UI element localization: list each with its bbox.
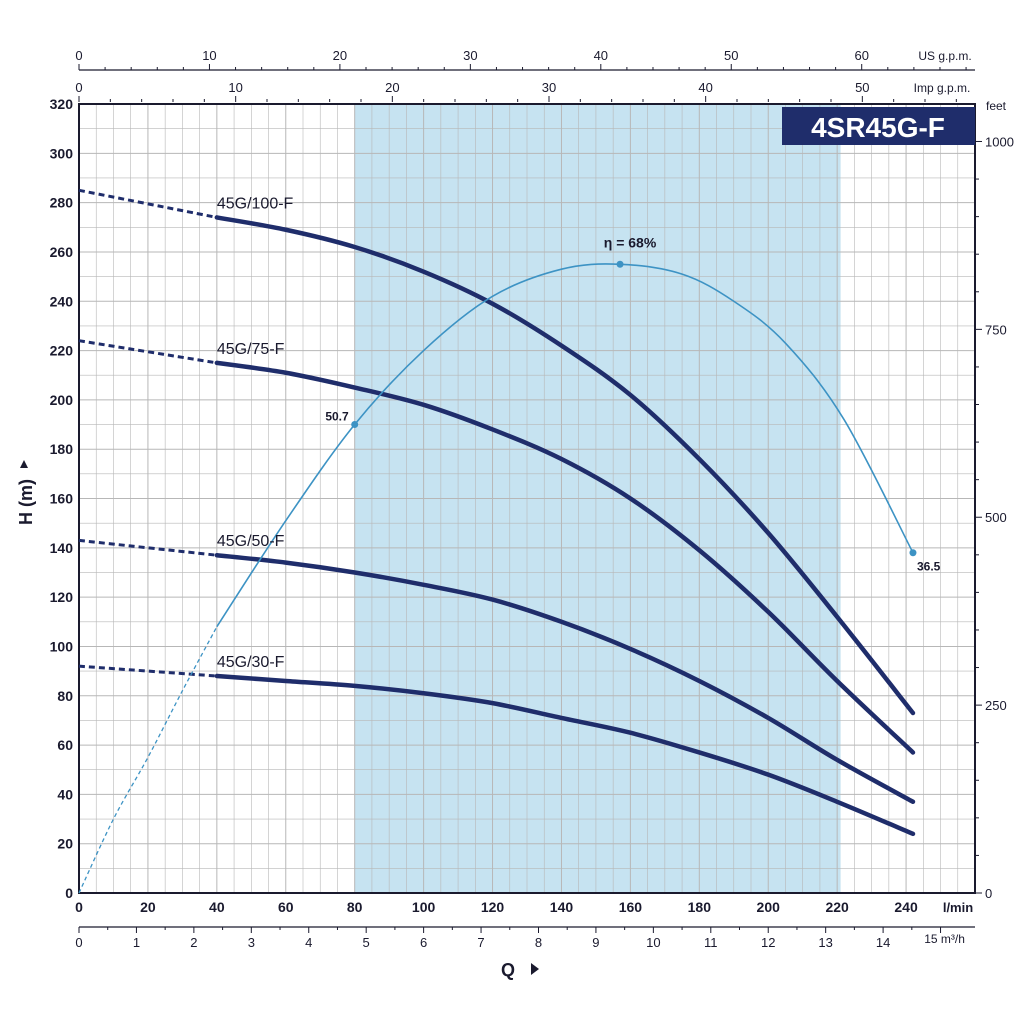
imp-gpm-tick-label: 50 <box>855 80 869 95</box>
series-extrapolation-line <box>78 538 218 557</box>
series-line <box>214 215 916 716</box>
us-gpm-tick-label: 40 <box>594 48 608 63</box>
plot-frame <box>78 103 976 894</box>
efficiency-point <box>351 421 359 429</box>
y-axis-arrow-icon <box>20 460 28 468</box>
efficiency-point-label: 50.7 <box>325 410 349 424</box>
series-label: 45G/100-F <box>217 195 294 212</box>
y-tick-label: 240 <box>50 293 74 309</box>
imp-gpm-tick-label: 40 <box>698 80 712 95</box>
us-gpm-tick-label: 20 <box>333 48 347 63</box>
model-title-badge: 4SR45G-F <box>782 107 975 145</box>
efficiency-point <box>616 260 624 268</box>
x-tick-label: 220 <box>825 899 849 915</box>
x-tick-label: 120 <box>481 899 505 915</box>
x-tick-label: 0 <box>75 899 83 915</box>
m3h-tick-label: 11 <box>704 935 718 950</box>
x-unit-label: l/min <box>943 900 973 915</box>
us-gpm-tick-label: 30 <box>463 48 477 63</box>
x-tick-label: 40 <box>209 899 225 915</box>
x-tick-label: 20 <box>140 899 156 915</box>
feet-tick-label: 250 <box>985 698 1007 713</box>
efficiency-point-label: 36.5 <box>917 560 941 574</box>
m3h-unit-label: 15 m³/h <box>924 932 965 946</box>
feet-tick-label: 500 <box>985 510 1007 525</box>
imp-gpm-tick-label: 30 <box>542 80 556 95</box>
y-tick-label: 100 <box>50 638 74 654</box>
y-axis-title: H (m) <box>16 479 36 525</box>
feet-tick-label: 750 <box>985 322 1007 337</box>
m3h-tick-label: 14 <box>876 935 890 950</box>
m3h-tick-label: 5 <box>363 935 370 950</box>
m3h-tick-label: 9 <box>592 935 599 950</box>
series-label: 45G/75-F <box>217 341 285 358</box>
y-tick-label: 160 <box>50 491 74 507</box>
y-tick-label: 60 <box>57 737 73 753</box>
series-extrapolation-line <box>78 664 217 678</box>
x-axis-arrow-icon <box>531 963 539 975</box>
x-tick-label: 140 <box>550 899 574 915</box>
m3h-tick-label: 7 <box>477 935 484 950</box>
feet-unit-label: feet <box>986 99 1007 113</box>
us-gpm-tick-label: 50 <box>724 48 738 63</box>
series-line <box>214 673 916 837</box>
series-extrapolation-line <box>78 339 218 365</box>
series-line <box>214 360 916 755</box>
efficiency-point <box>909 549 917 557</box>
m3h-tick-label: 12 <box>761 935 775 950</box>
y-tick-label: 40 <box>57 786 73 802</box>
series-label: 45G/50-F <box>217 533 285 550</box>
efficiency-extrapolation-line <box>78 626 218 894</box>
feet-tick-label: 1000 <box>985 134 1014 149</box>
x-tick-label: 160 <box>619 899 643 915</box>
us-gpm-tick-label: 0 <box>75 48 82 63</box>
x-axis-title: Q <box>501 960 515 980</box>
x-tick-label: 240 <box>894 899 918 915</box>
y-tick-label: 300 <box>50 145 74 161</box>
efficiency-line <box>216 263 914 628</box>
imp-gpm-unit-label: Imp g.p.m. <box>914 81 971 95</box>
m3h-tick-label: 4 <box>305 935 312 950</box>
y-tick-label: 220 <box>50 343 74 359</box>
m3h-tick-label: 3 <box>248 935 255 950</box>
imp-gpm-tick-label: 0 <box>75 80 82 95</box>
m3h-tick-label: 10 <box>646 935 660 950</box>
y-tick-label: 200 <box>50 392 74 408</box>
y-tick-label: 140 <box>50 540 74 556</box>
us-gpm-tick-label: 10 <box>202 48 216 63</box>
m3h-tick-label: 0 <box>75 935 82 950</box>
series-line <box>214 552 916 805</box>
m3h-tick-label: 2 <box>190 935 197 950</box>
efficiency-peak-label: η = 68% <box>604 234 657 250</box>
m3h-tick-label: 8 <box>535 935 542 950</box>
y-tick-label: 80 <box>57 688 73 704</box>
y-tick-label: 180 <box>50 441 74 457</box>
imp-gpm-tick-label: 20 <box>385 80 399 95</box>
feet-tick-label: 0 <box>985 886 992 901</box>
series-label: 45G/30-F <box>217 654 285 671</box>
y-tick-label: 120 <box>50 589 74 605</box>
x-tick-label: 80 <box>347 899 363 915</box>
y-tick-label: 260 <box>50 244 74 260</box>
m3h-tick-label: 1 <box>133 935 140 950</box>
y-tick-label: 20 <box>57 836 73 852</box>
x-tick-label: 100 <box>412 899 436 915</box>
x-tick-label: 180 <box>688 899 712 915</box>
x-tick-label: 60 <box>278 899 294 915</box>
imp-gpm-tick-label: 10 <box>228 80 242 95</box>
us-gpm-tick-label: 60 <box>854 48 868 63</box>
x-tick-label: 200 <box>757 899 781 915</box>
model-title: 4SR45G-F <box>811 112 945 143</box>
m3h-tick-label: 6 <box>420 935 427 950</box>
y-tick-label: 280 <box>50 195 74 211</box>
series-extrapolation-line <box>78 188 218 219</box>
y-tick-label: 320 <box>50 96 74 112</box>
y-tick-label: 0 <box>65 885 73 901</box>
m3h-tick-label: 13 <box>818 935 832 950</box>
us-gpm-unit-label: US g.p.m. <box>918 49 971 63</box>
